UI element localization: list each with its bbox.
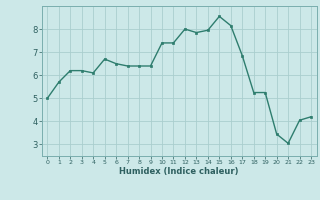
X-axis label: Humidex (Indice chaleur): Humidex (Indice chaleur) xyxy=(119,167,239,176)
